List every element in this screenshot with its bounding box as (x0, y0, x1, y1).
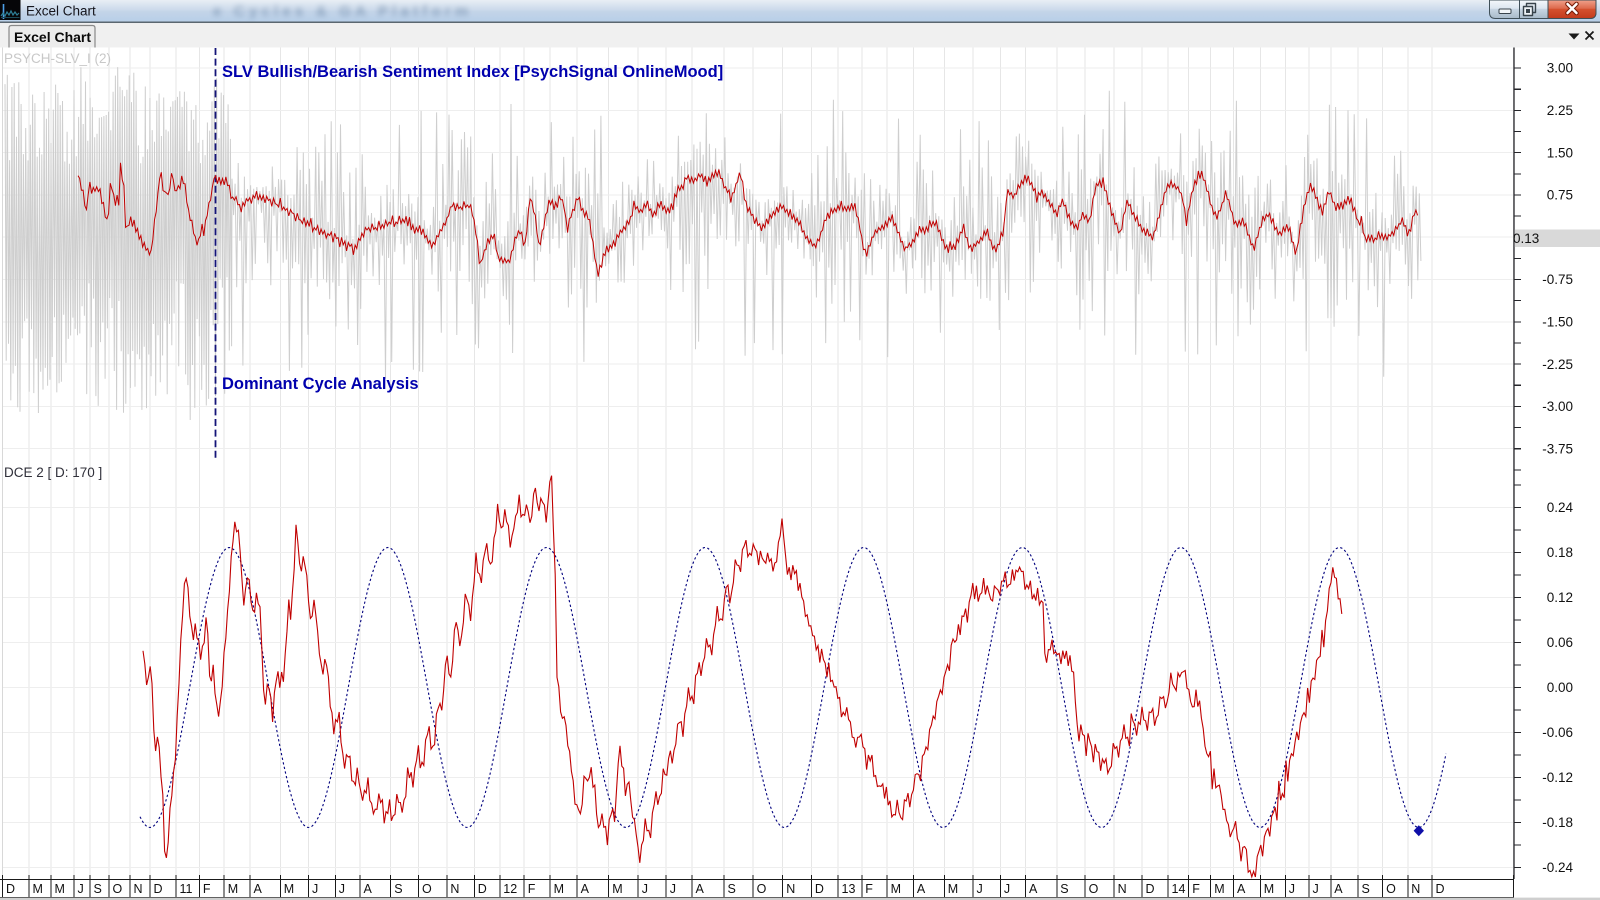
svg-text:A: A (364, 882, 373, 896)
svg-text:0.24: 0.24 (1547, 500, 1574, 515)
svg-text:J: J (1004, 882, 1010, 896)
svg-text:J: J (977, 882, 983, 896)
svg-text:D: D (1436, 882, 1445, 896)
svg-text:A: A (1237, 882, 1246, 896)
svg-text:-0.18: -0.18 (1542, 815, 1573, 830)
svg-text:D: D (6, 882, 15, 896)
svg-text:Excel Chart: Excel Chart (14, 29, 91, 45)
svg-text:J: J (670, 882, 676, 896)
svg-text:D: D (815, 882, 824, 896)
svg-text:F: F (203, 882, 211, 896)
svg-text:11: 11 (180, 882, 193, 896)
svg-text:F: F (865, 882, 873, 896)
svg-text:Excel Chart: Excel Chart (26, 4, 96, 19)
svg-text:2.25: 2.25 (1547, 103, 1573, 118)
svg-text:0.06: 0.06 (1547, 635, 1573, 650)
svg-text:M: M (284, 882, 294, 896)
svg-text:0.12: 0.12 (1547, 590, 1573, 605)
svg-text:J: J (642, 882, 648, 896)
svg-text:SLV Bullish/Bearish Sentiment: SLV Bullish/Bearish Sentiment Index [Psy… (222, 63, 723, 81)
svg-text:M: M (1264, 882, 1274, 896)
svg-text:M: M (554, 882, 564, 896)
svg-text:M: M (948, 882, 958, 896)
svg-text:DCE 2 [ D: 170 ]: DCE 2 [ D: 170 ] (4, 465, 102, 480)
svg-text:N: N (1118, 882, 1127, 896)
svg-text:-3.00: -3.00 (1542, 399, 1573, 414)
svg-text:-0.75: -0.75 (1542, 272, 1573, 287)
svg-text:S: S (394, 882, 402, 896)
svg-text:e Cycles & GA Platform: e Cycles & GA Platform (213, 3, 472, 20)
svg-text:A: A (1334, 882, 1343, 896)
svg-text:J: J (1289, 882, 1295, 896)
svg-text:PSYCH-SLV_I (2): PSYCH-SLV_I (2) (4, 51, 111, 66)
svg-text:1.50: 1.50 (1547, 145, 1573, 160)
svg-text:D: D (478, 882, 487, 896)
svg-text:S: S (1060, 882, 1068, 896)
svg-text:-2.25: -2.25 (1542, 357, 1573, 372)
svg-text:Dominant Cycle Analysis: Dominant Cycle Analysis (222, 375, 419, 393)
svg-text:A: A (696, 882, 705, 896)
svg-text:A: A (917, 882, 926, 896)
svg-text:F: F (528, 882, 536, 896)
svg-text:F: F (1192, 882, 1200, 896)
svg-text:-0.06: -0.06 (1542, 725, 1573, 740)
svg-text:J: J (78, 882, 84, 896)
svg-text:-1.50: -1.50 (1542, 315, 1573, 330)
svg-text:M: M (612, 882, 622, 896)
svg-text:S: S (728, 882, 736, 896)
svg-text:M: M (1214, 882, 1224, 896)
svg-text:S: S (94, 882, 102, 896)
svg-text:A: A (1029, 882, 1038, 896)
svg-text:J: J (312, 882, 318, 896)
svg-text:A: A (254, 882, 263, 896)
svg-text:3.00: 3.00 (1547, 61, 1573, 76)
svg-text:O: O (113, 882, 123, 896)
svg-text:J: J (1313, 882, 1319, 896)
svg-text:D: D (1146, 882, 1155, 896)
svg-text:M: M (55, 882, 65, 896)
svg-text:14: 14 (1172, 882, 1186, 896)
svg-text:A: A (581, 882, 590, 896)
svg-text:O: O (422, 882, 432, 896)
svg-text:S: S (1362, 882, 1370, 896)
svg-text:-0.24: -0.24 (1542, 860, 1573, 875)
svg-text:M: M (33, 882, 43, 896)
svg-text:M: M (228, 882, 238, 896)
svg-text:O: O (1386, 882, 1396, 896)
svg-text:D: D (154, 882, 163, 896)
svg-text:M: M (891, 882, 901, 896)
svg-text:12: 12 (503, 882, 517, 896)
svg-text:O: O (757, 882, 767, 896)
svg-text:N: N (786, 882, 795, 896)
svg-text:N: N (450, 882, 459, 896)
svg-text:0.13: 0.13 (1513, 231, 1539, 246)
svg-text:13: 13 (842, 882, 856, 896)
svg-text:0.75: 0.75 (1547, 188, 1573, 203)
svg-text:N: N (1411, 882, 1420, 896)
svg-text:0.00: 0.00 (1547, 680, 1573, 695)
svg-text:O: O (1089, 882, 1099, 896)
svg-text:-3.75: -3.75 (1542, 441, 1573, 456)
svg-text:J: J (339, 882, 345, 896)
svg-text:N: N (134, 882, 143, 896)
svg-text:-0.12: -0.12 (1542, 770, 1573, 785)
svg-text:0.18: 0.18 (1547, 545, 1573, 560)
